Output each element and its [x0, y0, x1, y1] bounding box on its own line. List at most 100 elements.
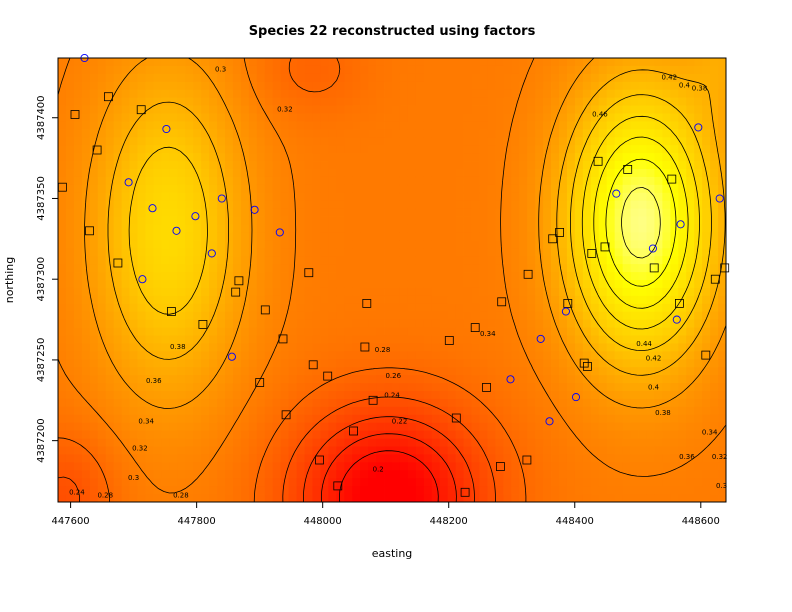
heatmap-cell: [185, 295, 194, 305]
heatmap-cell: [654, 264, 663, 273]
heatmap-cell: [105, 81, 115, 91]
heatmap-cell: [479, 462, 488, 471]
heatmap-cell: [574, 200, 584, 210]
heatmap-cell: [415, 153, 425, 162]
heatmap-cell: [209, 81, 218, 91]
heatmap-cell: [702, 129, 711, 138]
heatmap-cell: [543, 462, 552, 471]
heatmap-cell: [392, 272, 401, 281]
heatmap-cell: [360, 73, 369, 83]
heatmap-cell: [463, 391, 472, 400]
square-point: [444, 336, 454, 345]
heatmap-cell: [694, 105, 703, 114]
heatmap-cell: [535, 153, 544, 162]
heatmap-cell: [630, 391, 639, 400]
heatmap-cell: [606, 145, 616, 154]
heatmap-cell: [614, 454, 624, 463]
heatmap-cell: [535, 81, 544, 91]
heatmap-cell: [177, 200, 186, 210]
heatmap-cell: [368, 240, 377, 249]
heatmap-cell: [288, 446, 297, 455]
heatmap-cell: [65, 272, 75, 281]
heatmap-cell: [566, 478, 576, 487]
heatmap-cell: [606, 81, 616, 91]
heatmap-cell: [368, 153, 377, 162]
heatmap-cell: [81, 478, 91, 487]
heatmap-cell: [495, 367, 504, 376]
heatmap-cell: [511, 137, 520, 146]
heatmap-cell: [264, 462, 274, 471]
heatmap-cell: [232, 319, 242, 328]
heatmap-cell: [121, 153, 130, 162]
heatmap-cell: [399, 272, 409, 281]
heatmap-cell: [694, 97, 703, 106]
heatmap-cell: [137, 406, 146, 416]
heatmap-cell: [264, 391, 274, 400]
heatmap-cell: [551, 438, 560, 447]
heatmap-cell: [559, 319, 568, 328]
heatmap-cell: [654, 89, 663, 99]
heatmap-cell: [519, 406, 528, 416]
heatmap-cell: [503, 65, 512, 75]
heatmap-cell: [352, 311, 361, 321]
heatmap-cell: [352, 335, 361, 344]
heatmap-cell: [392, 121, 401, 130]
heatmap-cell: [662, 454, 671, 463]
heatmap-cell: [638, 176, 647, 186]
heatmap-cell: [185, 256, 194, 265]
heatmap-cell: [161, 192, 170, 202]
heatmap-cell: [105, 89, 115, 99]
heatmap-cell: [225, 383, 234, 392]
heatmap-cell: [606, 97, 616, 106]
contour-line: [581, 115, 700, 330]
heatmap-cell: [423, 240, 433, 249]
heatmap-cell: [240, 406, 250, 416]
heatmap-cell: [97, 486, 107, 495]
heatmap-cell: [710, 184, 719, 194]
heatmap-cell: [81, 73, 91, 83]
heatmap-cell: [185, 414, 194, 424]
heatmap-cell: [288, 406, 297, 416]
heatmap-cell: [582, 438, 592, 447]
heatmap-cell: [225, 319, 234, 328]
heatmap-cell: [439, 383, 449, 392]
heatmap-cell: [201, 272, 210, 281]
heatmap-cell: [296, 478, 305, 487]
heatmap-cell: [582, 97, 592, 106]
heatmap-cell: [614, 129, 624, 138]
heatmap-cell: [185, 153, 194, 162]
heatmap-cell: [65, 264, 75, 273]
heatmap-cell: [598, 351, 608, 360]
heatmap-cell: [654, 145, 663, 154]
heatmap-cell: [185, 478, 194, 487]
heatmap-cell: [336, 137, 345, 146]
heatmap-cell: [519, 287, 528, 297]
heatmap-cell: [678, 414, 687, 424]
heatmap-cell: [638, 454, 647, 463]
heatmap-cell: [622, 494, 631, 503]
heatmap-cell: [614, 406, 624, 416]
heatmap-cell: [479, 351, 488, 360]
heatmap-cell: [519, 311, 528, 321]
heatmap-cell: [376, 200, 385, 210]
heatmap-cell: [137, 240, 146, 249]
heatmap-cell: [105, 295, 115, 305]
heatmap-cell: [471, 454, 480, 463]
heatmap-cell: [614, 176, 624, 186]
heatmap-cell: [447, 184, 457, 194]
heatmap-cell: [384, 414, 393, 424]
heatmap-cell: [598, 248, 608, 257]
heatmap-cell: [678, 58, 687, 67]
heatmap-cell: [225, 335, 234, 344]
heatmap-cell: [209, 73, 218, 83]
heatmap-cell: [264, 470, 274, 479]
heatmap-cell: [81, 65, 91, 75]
heatmap-cell: [654, 486, 663, 495]
heatmap-cell: [431, 430, 441, 439]
heatmap-cell: [535, 256, 544, 265]
heatmap-cell: [65, 446, 75, 455]
heatmap-cell: [686, 406, 695, 416]
heatmap-cell: [535, 105, 544, 114]
heatmap-cell: [407, 264, 417, 273]
heatmap-cell: [368, 406, 377, 416]
